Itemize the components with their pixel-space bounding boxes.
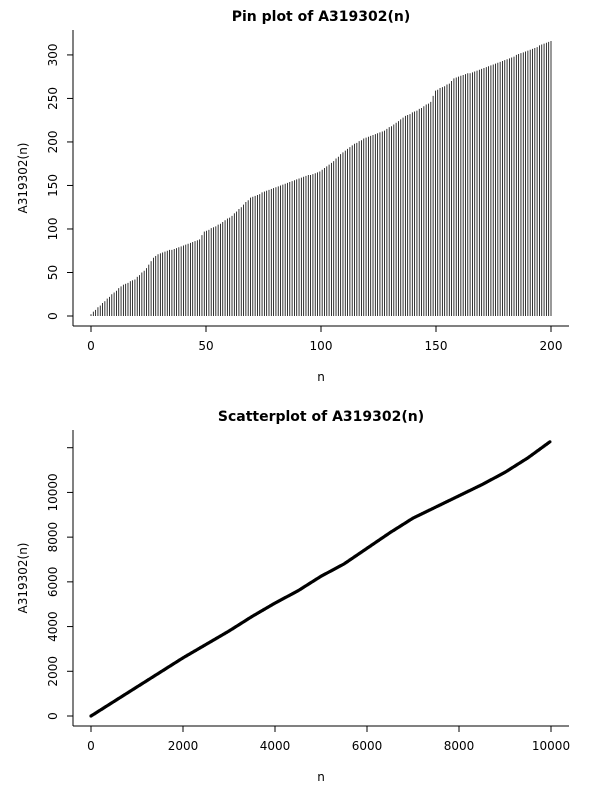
x-tick-label: 50 [198, 339, 213, 353]
scatter-point [548, 440, 552, 444]
pin-plot-y-ticks: 0 50 100 150 200 250 300 [46, 43, 73, 320]
x-tick-label: 150 [425, 339, 448, 353]
y-tick-label: 6000 [46, 567, 60, 598]
scatter-plot-y-ticks: 0 2000 4000 6000 8000 10000 [46, 447, 73, 720]
y-tick-label: 300 [46, 43, 60, 66]
y-tick-label: 10000 [46, 473, 60, 511]
pin-plot-series [90, 41, 552, 316]
x-tick-label: 100 [310, 339, 333, 353]
x-tick-label: 0 [87, 739, 95, 753]
scatter-plot-title: Scatterplot of A319302(n) [218, 409, 424, 425]
x-tick-label: 2000 [168, 739, 199, 753]
x-tick-label: 200 [540, 339, 563, 353]
y-tick-label: 0 [46, 312, 60, 320]
x-tick-label: 8000 [444, 739, 475, 753]
y-tick-label: 50 [46, 265, 60, 280]
y-tick-label: 100 [46, 218, 60, 241]
scatter-plot-panel: Scatterplot of A319302(n) n A319302(n) 0… [16, 409, 570, 784]
pin-plot-title: Pin plot of A319302(n) [232, 9, 411, 25]
y-tick-label: 8000 [46, 522, 60, 553]
x-tick-label: 6000 [352, 739, 383, 753]
pin-plot-ylabel: A319302(n) [16, 143, 30, 214]
y-tick-label: 200 [46, 130, 60, 153]
scatter-plot-ylabel: A319302(n) [16, 543, 30, 614]
scatter-plot-xlabel: n [317, 770, 325, 784]
scatter-plot-series [89, 440, 552, 718]
y-tick-label: 4000 [46, 611, 60, 642]
x-tick-label: 10000 [532, 739, 570, 753]
x-tick-label: 4000 [260, 739, 291, 753]
y-tick-label: 2000 [46, 656, 60, 687]
scatter-plot-x-ticks: 0 2000 4000 6000 8000 10000 [87, 726, 570, 753]
y-tick-label: 150 [46, 174, 60, 197]
x-tick-label: 0 [87, 339, 95, 353]
pin-plot-xlabel: n [317, 370, 325, 384]
y-tick-label: 0 [46, 712, 60, 720]
pin-plot-x-ticks: 0 50 100 150 200 [87, 326, 562, 353]
y-tick-label: 250 [46, 87, 60, 110]
pin-plot-panel: Pin plot of A319302(n) n A319302(n) 0 50 1… [16, 9, 569, 384]
